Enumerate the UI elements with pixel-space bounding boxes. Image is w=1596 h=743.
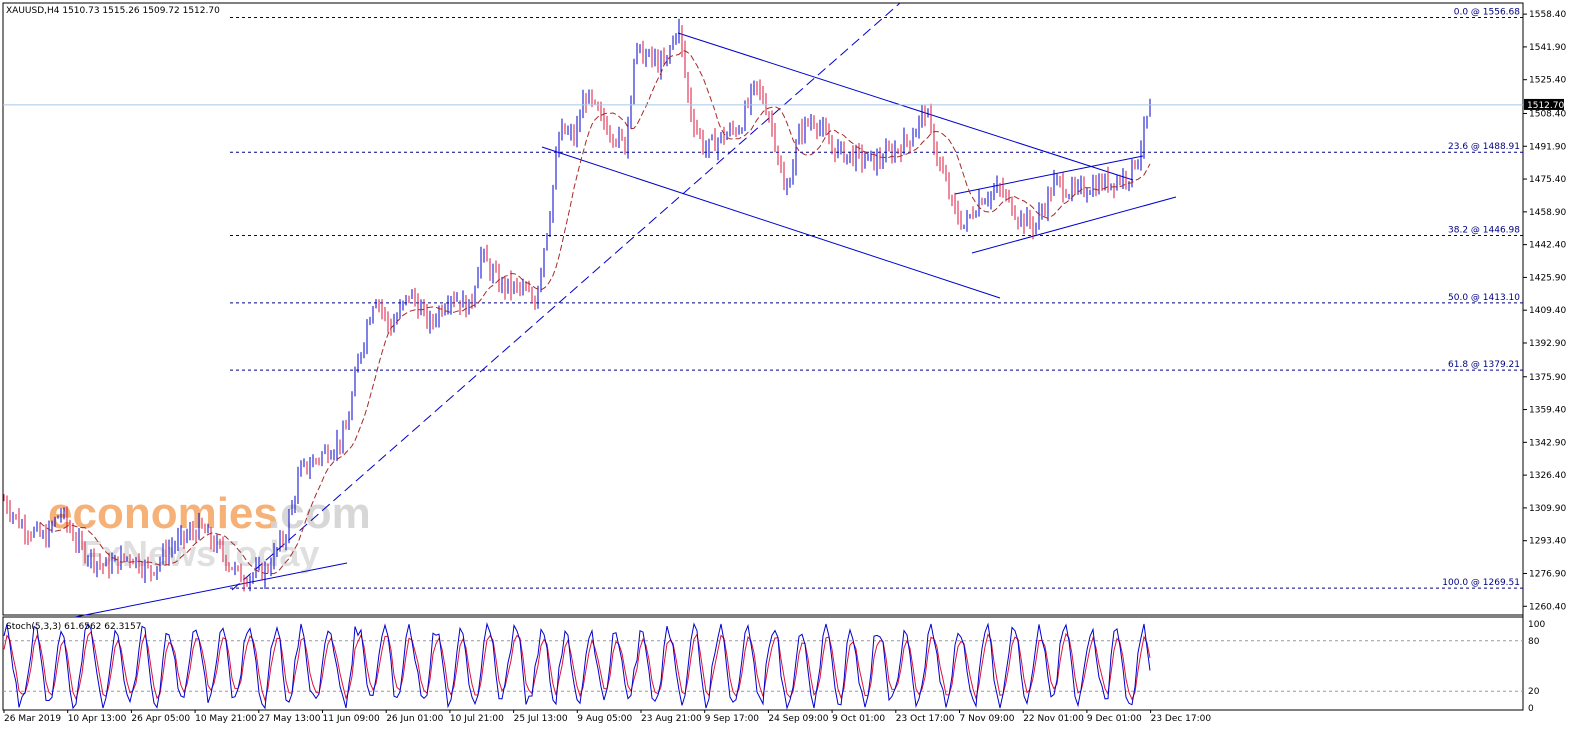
stoch-tick-label: 100	[1528, 620, 1545, 630]
time-tick-label: 26 Mar 2019	[4, 714, 61, 724]
time-tick-label: 9 Oct 01:00	[832, 714, 885, 724]
price-tick-label: 1442.40	[1529, 241, 1566, 251]
price-tick-label: 1260.40	[1529, 602, 1566, 612]
time-tick-label: 11 Jun 09:00	[323, 714, 380, 724]
fib-level-label: 23.6 @ 1488.91	[1448, 142, 1520, 152]
fib-level-label: 50.0 @ 1413.10	[1448, 293, 1520, 303]
stoch-signal-line	[3, 630, 1151, 703]
price-tick-label: 1326.40	[1529, 471, 1566, 481]
price-tick-label: 1276.90	[1529, 569, 1566, 579]
time-tick-label: 9 Dec 01:00	[1087, 714, 1142, 724]
fib-level-label: 0.0 @ 1556.68	[1454, 8, 1521, 18]
time-tick-label: 23 Dec 17:00	[1151, 714, 1212, 724]
time-tick-label: 23 Oct 17:00	[896, 714, 955, 724]
stoch-tick-label: 80	[1528, 637, 1540, 647]
price-tick-label: 1475.40	[1529, 175, 1566, 185]
fib-level-label: 61.8 @ 1379.21	[1448, 360, 1520, 370]
price-tick-label: 1491.90	[1529, 142, 1566, 152]
price-tick-label: 1525.40	[1529, 76, 1566, 86]
stochastic-oscillator: 100 80 20 0	[3, 620, 1545, 714]
stoch-tick-label: 20	[1528, 687, 1540, 697]
ma-line	[39, 50, 1151, 575]
price-tick-label: 1425.90	[1529, 273, 1566, 283]
channel-lower-trendline	[541, 146, 1001, 299]
price-tick-label: 1375.90	[1529, 373, 1566, 383]
time-tick-label: 25 Jul 13:00	[514, 714, 568, 724]
time-tick-label: 26 Apr 05:00	[131, 714, 190, 724]
time-tick-label: 22 Nov 01:00	[1023, 714, 1084, 724]
wedge-lower-trendline	[971, 196, 1177, 254]
price-tick-label: 1392.90	[1529, 339, 1566, 349]
long-term-dashed-trendline	[231, 2, 901, 591]
stoch-header: Stoch(5,3,3) 61.6562 62.3157	[6, 622, 141, 632]
time-tick-label: 27 May 13:00	[259, 714, 321, 724]
fib-level-label: 100.0 @ 1269.51	[1442, 578, 1520, 588]
stoch-tick-label: 0	[1528, 704, 1534, 714]
stoch-main-line	[3, 622, 1151, 710]
price-tick-label: 1541.90	[1529, 43, 1566, 53]
moving-average	[39, 50, 1151, 575]
price-tick-label: 1359.40	[1529, 406, 1566, 416]
time-tick-label: 10 Apr 13:00	[68, 714, 127, 724]
time-tick-label: 26 Jun 01:00	[386, 714, 443, 724]
price-tick-label: 1458.90	[1529, 208, 1566, 218]
price-tick-label: 1409.40	[1529, 306, 1566, 316]
time-tick-label: 9 Sep 17:00	[705, 714, 760, 724]
symbol-header: XAUUSD,H4 1510.73 1515.26 1509.72 1512.7…	[6, 6, 220, 16]
time-tick-label: 10 Jul 21:00	[450, 714, 504, 724]
support-trendline	[74, 562, 348, 618]
price-tick-label: 1309.90	[1529, 504, 1566, 514]
candles	[3, 18, 1151, 592]
time-tick-label: 10 May 21:00	[195, 714, 257, 724]
price-tick-label: 1508.40	[1529, 109, 1566, 119]
trendlines	[74, 2, 1177, 618]
time-tick-label: 24 Sep 09:00	[768, 714, 828, 724]
price-axis: 1558.40 1541.90 1525.40 1508.40 1491.90 1475.…	[1523, 10, 1566, 612]
watermark: economies .com FxNewsToday	[48, 489, 371, 574]
time-tick-label: 9 Aug 05:00	[577, 714, 632, 724]
price-tick-label: 1558.40	[1529, 10, 1566, 20]
time-tick-label: 23 Aug 21:00	[641, 714, 702, 724]
fibonacci-levels: 0.0 @ 1556.68 23.6 @ 1488.91 38.2 @ 1446.9…	[230, 8, 1523, 589]
time-axis: 26 Mar 2019 10 Apr 13:00 26 Apr 05:00 10 Ma…	[3, 710, 1212, 724]
price-tick-label: 1293.40	[1529, 537, 1566, 547]
current-price-tag	[1524, 98, 1564, 110]
price-tick-label: 1342.90	[1529, 438, 1566, 448]
watermark-brand: economies	[48, 489, 278, 538]
current-price-label: 1512.70	[1527, 101, 1564, 111]
time-tick-label: 7 Nov 09:00	[960, 714, 1015, 724]
watermark-brand-suffix: .com	[268, 489, 371, 538]
wedge-upper-trendline	[954, 155, 1144, 195]
channel-upper-trendline	[677, 32, 1134, 181]
fib-level-label: 38.2 @ 1446.98	[1448, 226, 1520, 236]
